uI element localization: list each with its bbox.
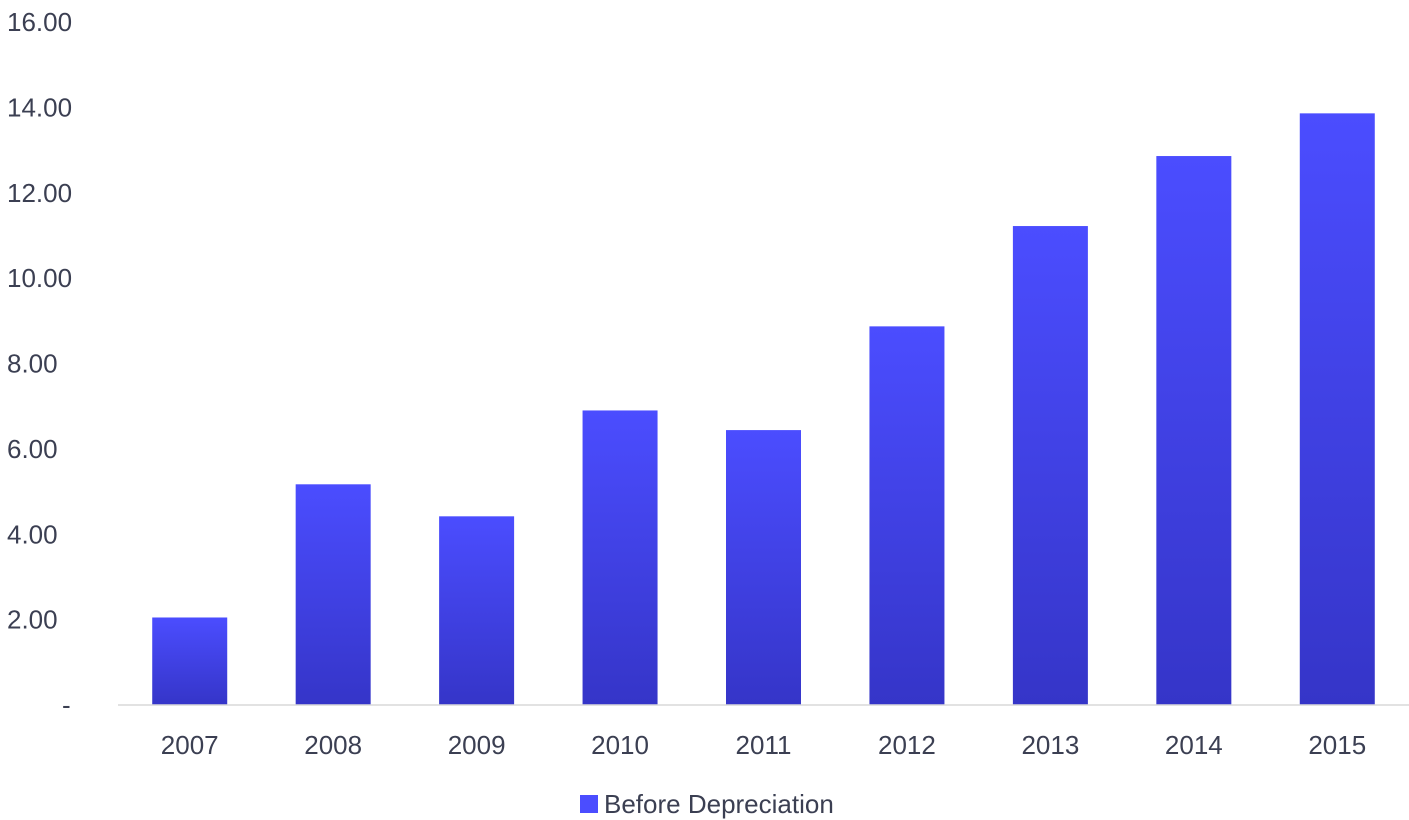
bars: [152, 113, 1375, 705]
x-tick-label: 2015: [1308, 730, 1366, 760]
bar-2011: [726, 430, 801, 705]
x-tick-label: 2011: [736, 730, 792, 760]
y-tick-label: 6.00: [7, 434, 58, 464]
bar-2015: [1299, 113, 1375, 705]
x-tick-label: 2007: [161, 730, 219, 760]
y-tick-label: 4.00: [7, 519, 58, 549]
y-tick-label: 16.00: [7, 7, 72, 37]
bar-2014: [1156, 156, 1232, 705]
y-tick-label: 8.00: [7, 349, 58, 379]
bar-2009: [439, 516, 515, 705]
x-tick-label: 2010: [591, 730, 649, 760]
x-axis: 2007 2008 2009 2010 2011 2012 2013 2014 2015: [118, 704, 1409, 760]
y-tick-label: 2.00: [7, 605, 58, 635]
x-tick-label: 2012: [878, 730, 936, 760]
bar-2012: [869, 326, 945, 705]
x-tick-label: 2009: [448, 730, 506, 760]
bar-2007: [152, 617, 228, 705]
x-tick-label: 2014: [1165, 730, 1223, 760]
legend-label-before-depreciation: Before Depreciation: [604, 789, 834, 819]
legend: Before Depreciation: [580, 789, 834, 819]
y-tick-label: -: [62, 690, 71, 720]
legend-swatch-before-depreciation: [580, 795, 598, 813]
y-tick-label: 12.00: [7, 178, 72, 208]
y-tick-label: 10.00: [7, 263, 72, 293]
bar-2013: [1012, 226, 1088, 705]
bar-2008: [295, 484, 371, 705]
y-axis: - 2.00 4.00 6.00 8.00 10.00 12.00 14.00 16.00: [7, 7, 72, 720]
x-tick-label: 2013: [1021, 730, 1079, 760]
y-tick-label: 14.00: [7, 92, 72, 122]
x-tick-label: 2008: [304, 730, 362, 760]
bar-2010: [582, 410, 658, 705]
